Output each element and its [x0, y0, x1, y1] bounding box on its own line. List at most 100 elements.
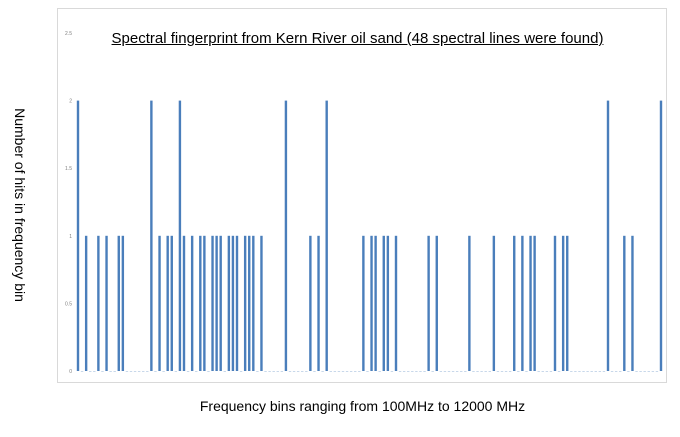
bar — [178, 100, 182, 371]
bar — [215, 235, 218, 371]
plot-area-border — [57, 8, 667, 383]
bar — [276, 371, 279, 372]
y-axis-label: Number of hits in frequency bin — [12, 108, 28, 302]
bar — [561, 235, 565, 371]
bar — [639, 371, 642, 372]
bar — [105, 235, 108, 371]
bar — [651, 371, 655, 372]
bar — [109, 371, 112, 372]
y-axis-label-container: Number of hits in frequency bin — [0, 90, 40, 320]
bar — [354, 371, 357, 372]
bar — [398, 371, 402, 372]
bar — [113, 371, 116, 372]
bar — [325, 100, 328, 371]
bar — [623, 235, 626, 371]
bar — [460, 371, 463, 372]
bar — [533, 235, 536, 371]
bar — [602, 371, 606, 372]
bar — [407, 371, 410, 372]
bar — [594, 371, 597, 372]
bar — [146, 371, 149, 372]
bar — [329, 371, 332, 372]
bar — [199, 235, 202, 371]
bar — [598, 371, 602, 372]
bar — [419, 371, 422, 372]
bar — [288, 371, 292, 372]
bar — [97, 235, 100, 371]
bar — [211, 235, 214, 371]
bar — [366, 371, 369, 372]
bar — [268, 371, 271, 372]
bar — [256, 371, 259, 372]
bar — [476, 371, 479, 372]
bar — [386, 235, 390, 371]
bar — [525, 371, 528, 372]
bar — [337, 371, 341, 372]
bar — [627, 371, 630, 372]
bar — [431, 371, 434, 372]
bar — [423, 371, 426, 372]
bar — [219, 235, 222, 371]
bar — [500, 371, 504, 372]
bar — [443, 371, 447, 372]
bar — [464, 371, 467, 372]
bar — [378, 371, 381, 372]
bar — [635, 371, 638, 372]
bar — [447, 371, 451, 372]
bar — [166, 235, 169, 371]
bar — [655, 371, 659, 372]
bar — [182, 235, 186, 371]
bar — [248, 235, 251, 371]
bar — [186, 371, 190, 372]
bar — [566, 235, 569, 371]
bar — [451, 371, 455, 372]
bar — [272, 371, 275, 372]
bar — [439, 371, 443, 372]
bar — [313, 371, 316, 372]
bar — [154, 371, 157, 372]
bar — [574, 371, 577, 372]
bar — [590, 371, 593, 372]
bar — [553, 235, 557, 371]
bar — [264, 371, 267, 372]
bar — [411, 371, 414, 372]
x-axis-label: Frequency bins ranging from 100MHz to 12… — [199, 398, 526, 414]
y-tick-label: 0.5 — [65, 301, 72, 307]
bar — [207, 371, 210, 372]
bar — [610, 371, 614, 372]
bar — [659, 100, 663, 371]
bar — [382, 235, 385, 371]
bar — [619, 371, 622, 372]
bar — [93, 371, 96, 372]
bar — [235, 235, 239, 371]
bar — [521, 235, 524, 371]
bar — [394, 235, 398, 371]
bar — [80, 371, 84, 372]
bar — [239, 371, 243, 372]
bar — [427, 235, 430, 371]
bar — [578, 371, 581, 372]
bar — [496, 371, 500, 372]
bar — [606, 100, 610, 371]
bar — [158, 235, 161, 371]
y-tick-label: 0 — [69, 369, 72, 375]
y-tick-label: 2 — [69, 99, 72, 105]
bar — [203, 235, 206, 371]
bar — [545, 371, 549, 372]
bar — [190, 235, 194, 371]
bar — [89, 371, 92, 372]
bar — [309, 235, 312, 371]
bar — [435, 235, 438, 371]
bar — [133, 371, 137, 372]
bar — [125, 371, 129, 372]
chart-title: Spectral fingerprint from Kern River oil… — [111, 30, 604, 47]
bar — [614, 371, 618, 372]
bar — [631, 235, 634, 371]
bar — [488, 371, 491, 372]
bar — [284, 100, 288, 371]
bar — [370, 235, 373, 371]
bar — [101, 371, 104, 372]
bar — [362, 235, 365, 371]
bar — [541, 371, 544, 372]
bar — [305, 371, 308, 372]
